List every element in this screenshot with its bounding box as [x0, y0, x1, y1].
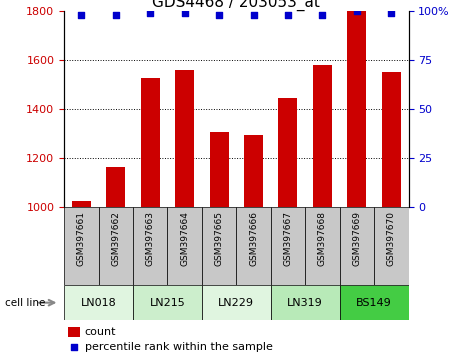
Text: LN319: LN319: [287, 298, 323, 308]
Text: GSM397663: GSM397663: [146, 211, 155, 266]
Point: [77, 12, 85, 17]
Bar: [271, 285, 340, 320]
Bar: [237, 207, 271, 285]
Text: cell line: cell line: [5, 298, 45, 308]
Bar: [67, 327, 80, 337]
Text: GSM397667: GSM397667: [284, 211, 293, 266]
Bar: [347, 11, 366, 207]
Bar: [64, 207, 99, 285]
Text: GSM397664: GSM397664: [180, 211, 189, 266]
Point: [250, 12, 257, 17]
Bar: [271, 207, 305, 285]
Point: [146, 10, 154, 16]
Bar: [202, 285, 271, 320]
Bar: [202, 207, 237, 285]
Text: GSM397668: GSM397668: [318, 211, 327, 266]
Point: [319, 12, 326, 17]
Text: GSM397666: GSM397666: [249, 211, 258, 266]
Text: GSM397670: GSM397670: [387, 211, 396, 266]
Bar: [340, 285, 408, 320]
Text: GSM397661: GSM397661: [77, 211, 86, 266]
Bar: [99, 207, 133, 285]
Point: [112, 12, 120, 17]
Text: LN215: LN215: [150, 298, 185, 308]
Bar: [209, 132, 228, 207]
Bar: [382, 72, 401, 207]
Text: GSM397665: GSM397665: [215, 211, 224, 266]
Point: [284, 12, 292, 17]
Text: count: count: [85, 327, 116, 337]
Bar: [133, 285, 202, 320]
Bar: [72, 201, 91, 207]
Text: BS149: BS149: [356, 298, 392, 308]
Bar: [305, 207, 340, 285]
Text: percentile rank within the sample: percentile rank within the sample: [85, 342, 273, 352]
Bar: [64, 285, 133, 320]
Title: GDS4468 / 203053_at: GDS4468 / 203053_at: [152, 0, 320, 11]
Bar: [175, 70, 194, 207]
Bar: [340, 207, 374, 285]
Text: LN229: LN229: [218, 298, 254, 308]
Point: [70, 344, 77, 350]
Text: GSM397669: GSM397669: [352, 211, 361, 266]
Bar: [133, 207, 167, 285]
Bar: [313, 65, 332, 207]
Bar: [278, 98, 297, 207]
Point: [388, 10, 395, 16]
Point: [215, 12, 223, 17]
Bar: [141, 78, 160, 207]
Bar: [374, 207, 408, 285]
Point: [181, 10, 189, 16]
Text: LN018: LN018: [81, 298, 116, 308]
Bar: [244, 135, 263, 207]
Bar: [167, 207, 202, 285]
Bar: [106, 167, 125, 207]
Point: [353, 8, 361, 13]
Text: GSM397662: GSM397662: [111, 211, 120, 266]
